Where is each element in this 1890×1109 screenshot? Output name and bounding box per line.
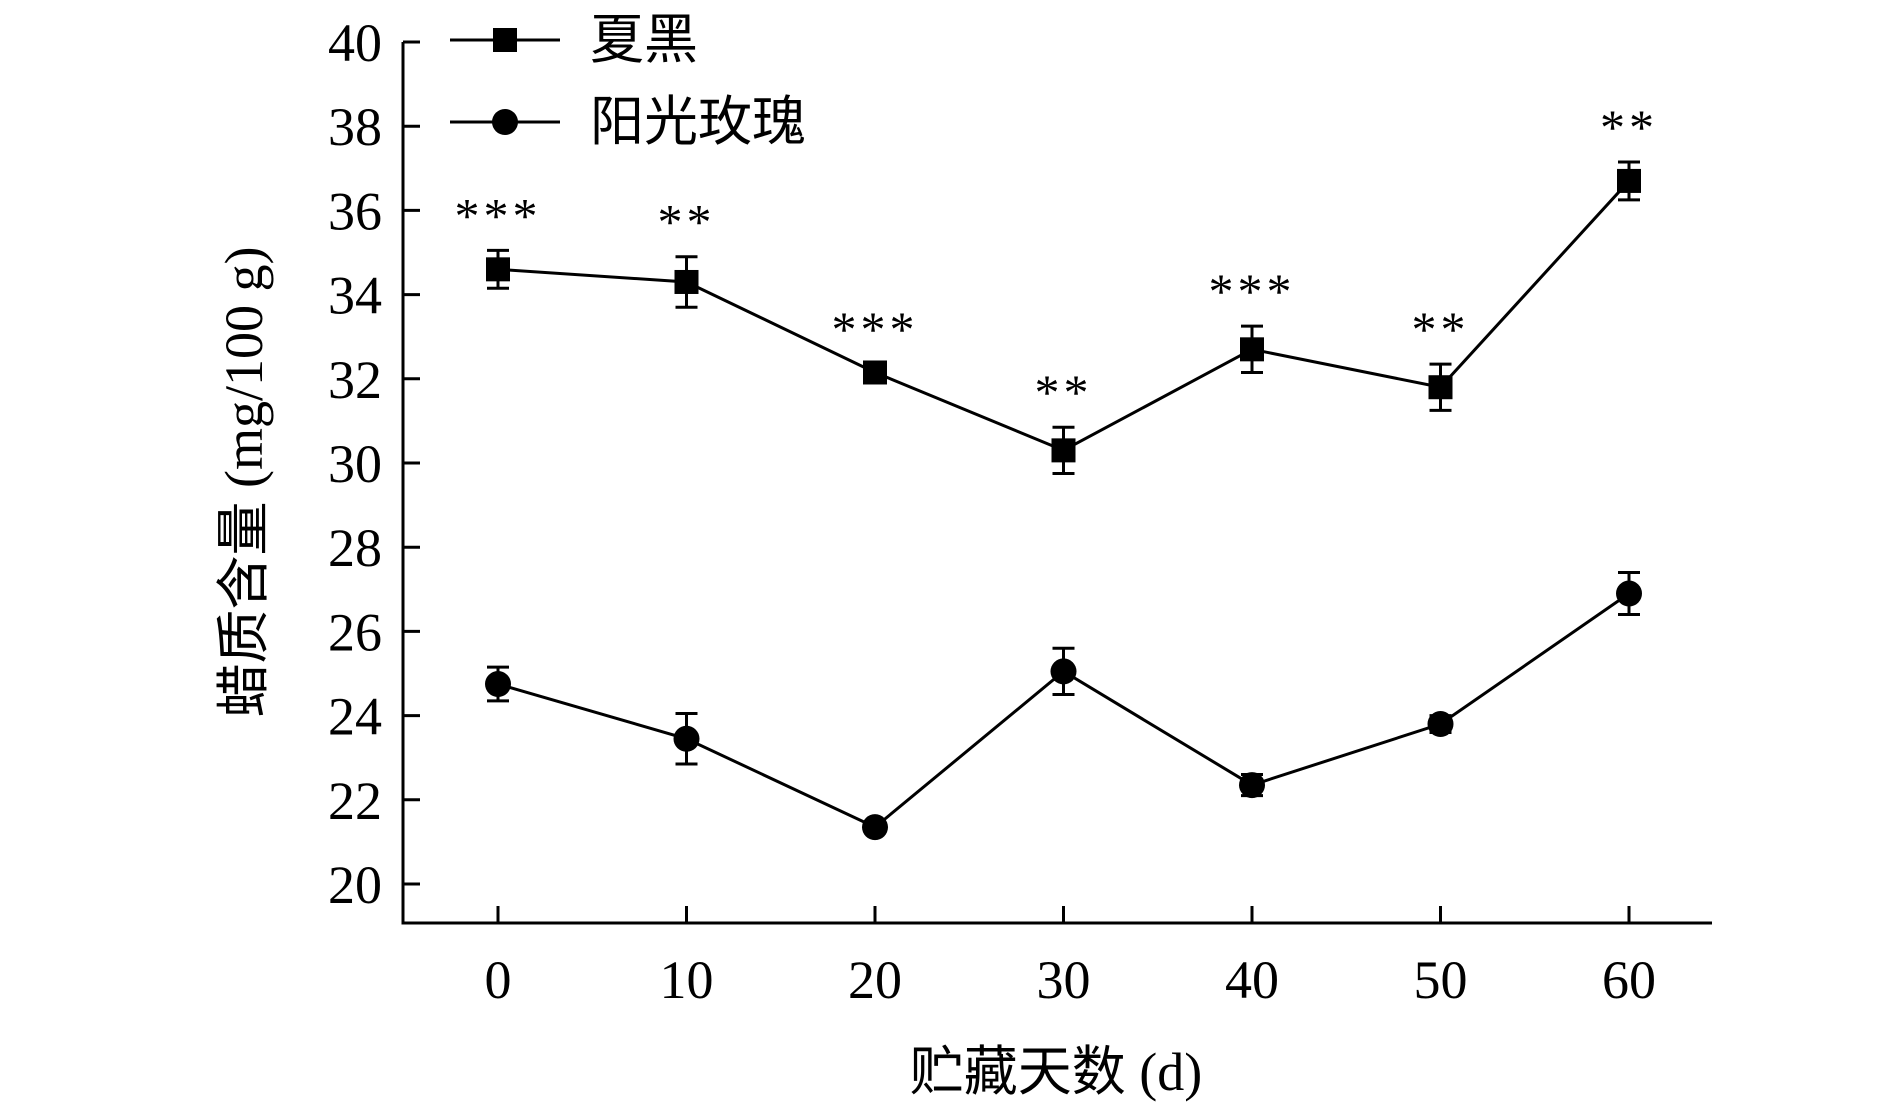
data-point-square — [1428, 375, 1453, 400]
y-axis-ticks: 20 22 24 26 28 30 32 34 36 38 40 — [328, 13, 420, 915]
significance-marker: *** — [832, 301, 919, 357]
data-point-circle — [1427, 711, 1454, 738]
x-tick-label: 10 — [660, 950, 714, 1010]
significance-marker: ** — [1600, 99, 1658, 155]
x-tick-label: 60 — [1602, 950, 1656, 1010]
data-point-circle — [862, 814, 888, 841]
data-point-square — [1051, 438, 1076, 463]
significance-annotations: *** ************** — [455, 99, 1658, 420]
data-point-square — [486, 257, 510, 282]
legend-item-series-1: 阳光玫瑰 — [450, 92, 806, 152]
series-1 — [485, 570, 1642, 841]
y-tick-label: 26 — [328, 602, 382, 662]
significance-marker: *** — [455, 187, 542, 243]
data-point-circle — [1616, 580, 1642, 607]
data-point-square — [1240, 337, 1264, 362]
legend-item-series-0: 夏黑 — [450, 10, 698, 70]
x-axis-ticks: 0 10 20 30 40 50 60 — [485, 906, 1656, 1010]
x-tick-label: 30 — [1037, 950, 1091, 1010]
significance-marker: ** — [1035, 364, 1093, 420]
series-layer — [485, 160, 1642, 841]
y-tick-label: 36 — [328, 181, 382, 241]
legend-marker-circle — [492, 109, 518, 135]
y-tick-label: 24 — [328, 687, 382, 747]
y-tick-label: 34 — [328, 266, 382, 326]
y-tick-label: 30 — [328, 434, 382, 494]
y-tick-label: 40 — [328, 13, 382, 73]
significance-marker: ** — [1412, 301, 1470, 357]
legend-marker-square — [493, 28, 517, 52]
y-tick-label: 38 — [328, 97, 382, 157]
y-tick-label: 22 — [328, 771, 382, 831]
x-tick-label: 50 — [1414, 950, 1468, 1010]
y-tick-label: 20 — [328, 855, 382, 915]
y-tick-label: 32 — [328, 350, 382, 410]
data-point-circle — [485, 671, 511, 698]
y-tick-label: 28 — [328, 518, 382, 578]
series-0 — [486, 160, 1641, 476]
series-line-1 — [497, 592, 1630, 829]
data-point-square — [1617, 168, 1641, 193]
data-point-circle — [673, 725, 700, 752]
data-point-square — [674, 269, 699, 294]
data-point-square — [863, 360, 887, 385]
significance-marker: *** — [1209, 263, 1296, 319]
x-tick-label: 20 — [848, 950, 902, 1010]
data-point-circle — [1239, 772, 1265, 799]
legend: 夏黑 阳光玫瑰 — [450, 10, 806, 152]
legend-label-series-0: 夏黑 — [590, 10, 698, 70]
significance-marker: ** — [658, 194, 716, 250]
x-tick-label: 0 — [485, 950, 512, 1010]
x-axis-title: 贮藏天数 (d) — [910, 1042, 1202, 1102]
x-tick-label: 40 — [1225, 950, 1279, 1010]
y-axis-title: 蜡质含量 (mg/100 g) — [214, 247, 274, 718]
legend-label-series-1: 阳光玫瑰 — [590, 92, 806, 152]
data-point-circle — [1050, 658, 1077, 685]
